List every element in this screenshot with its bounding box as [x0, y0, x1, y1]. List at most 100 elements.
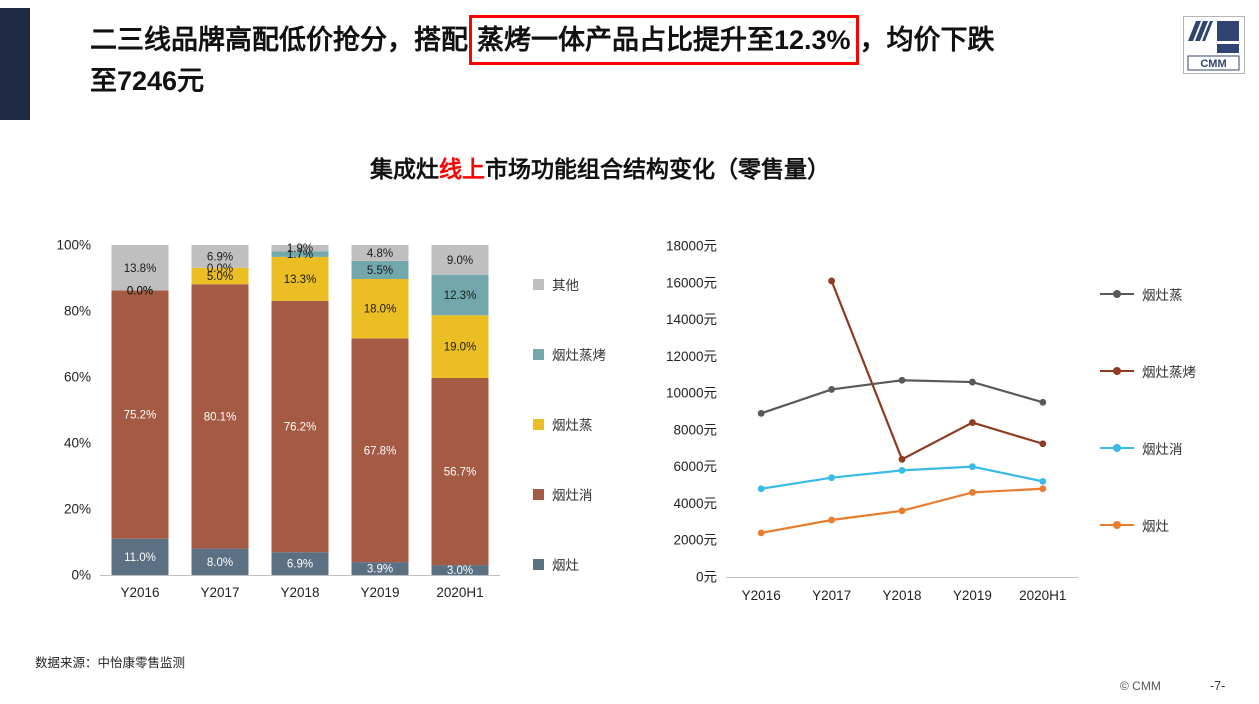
logo-stripe-icon — [1202, 21, 1213, 41]
page-number: -7- — [1210, 679, 1226, 693]
line-legend-item: 烟灶消 — [1100, 438, 1196, 458]
svg-text:13.3%: 13.3% — [284, 274, 317, 286]
svg-text:6.9%: 6.9% — [287, 559, 313, 571]
svg-text:18.0%: 18.0% — [364, 304, 397, 316]
svg-text:1.9%: 1.9% — [287, 243, 313, 255]
svg-text:9.0%: 9.0% — [447, 255, 473, 267]
title-text-2: ，均价下跌 — [859, 25, 995, 55]
svg-text:60%: 60% — [64, 370, 91, 385]
legend-label: 烟灶蒸烤 — [1142, 365, 1196, 380]
svg-text:Y2019: Y2019 — [360, 585, 399, 600]
svg-text:Y2018: Y2018 — [280, 585, 319, 600]
chart-title-part1: 集成灶 — [370, 156, 439, 182]
legend-color-swatch — [533, 348, 544, 360]
legend-line-sample — [1100, 289, 1134, 299]
logo-stripe-icon — [1188, 21, 1201, 41]
svg-text:56.7%: 56.7% — [444, 467, 477, 479]
svg-text:Y2019: Y2019 — [953, 588, 992, 603]
svg-text:0%: 0% — [71, 568, 91, 583]
svg-text:0.0%: 0.0% — [127, 286, 153, 298]
svg-text:100%: 100% — [56, 238, 91, 253]
legend-label: 烟灶 — [552, 558, 579, 573]
legend-line-sample — [1100, 520, 1134, 530]
bar-legend-item: 烟灶 — [533, 554, 606, 574]
svg-text:2020H1: 2020H1 — [1019, 588, 1066, 603]
legend-label: 烟灶蒸烤 — [552, 348, 606, 363]
average-price-line-chart: 0元 2000元 4000元 6000元 8000元 10000元 12000元 14000元… — [666, 239, 1078, 603]
svg-text:6.9%: 6.9% — [207, 251, 233, 263]
bar-legend-item: 烟灶蒸 — [533, 414, 606, 434]
svg-text:11.0%: 11.0% — [124, 552, 156, 564]
svg-text:2020H1: 2020H1 — [436, 585, 483, 600]
bar-chart-legend: 其他烟灶蒸烤烟灶蒸烟灶消烟灶 — [533, 274, 606, 574]
svg-text:19.0%: 19.0% — [444, 342, 477, 354]
legend-line-sample — [1100, 366, 1134, 376]
bar-legend-item: 烟灶蒸烤 — [533, 344, 606, 364]
svg-text:4.8%: 4.8% — [367, 248, 393, 260]
line-chart-legend: 烟灶蒸烟灶蒸烤烟灶消烟灶 — [1100, 284, 1196, 535]
legend-color-swatch — [533, 488, 544, 500]
svg-text:0.0%: 0.0% — [127, 286, 153, 298]
svg-text:40%: 40% — [64, 436, 91, 451]
svg-text:Y2017: Y2017 — [812, 588, 851, 603]
legend-color-swatch — [533, 558, 544, 570]
svg-text:0元: 0元 — [696, 570, 717, 585]
svg-text:10000元: 10000元 — [666, 386, 717, 401]
legend-color-swatch — [533, 418, 544, 430]
chart-title-highlight: 线上 — [439, 156, 485, 182]
svg-text:18000元: 18000元 — [666, 239, 717, 254]
svg-text:14000元: 14000元 — [666, 312, 717, 327]
cmm-logo: CMM — [1183, 16, 1245, 74]
svg-text:6000元: 6000元 — [673, 459, 717, 474]
bar-legend-item: 其他 — [533, 274, 606, 294]
svg-text:16000元: 16000元 — [666, 275, 717, 290]
svg-text:5.0%: 5.0% — [207, 271, 233, 283]
svg-text:8000元: 8000元 — [673, 422, 717, 437]
logo-text: CMM — [1200, 58, 1226, 70]
svg-text:2000元: 2000元 — [673, 533, 717, 548]
svg-text:8.0%: 8.0% — [207, 557, 233, 569]
line-legend-item: 烟灶蒸 — [1100, 284, 1196, 304]
accent-bar — [0, 8, 30, 120]
svg-text:Y2016: Y2016 — [120, 585, 159, 600]
svg-text:80%: 80% — [64, 304, 91, 319]
svg-text:1.7%: 1.7% — [287, 249, 313, 261]
svg-text:Y2018: Y2018 — [882, 588, 921, 603]
svg-text:20%: 20% — [64, 502, 91, 517]
legend-label: 烟灶蒸 — [1142, 288, 1183, 303]
chart-title-part2: 市场功能组合结构变化（零售量） — [485, 156, 830, 182]
svg-text:3.0%: 3.0% — [447, 565, 473, 577]
svg-text:Y2016: Y2016 — [742, 588, 781, 603]
functional-mix-stacked-bar-chart: 0% 20% 40% 60% 80% 100% Y2016 11.0% 75.2% 0.0% 0.0… — [56, 238, 500, 600]
svg-text:80.1%: 80.1% — [204, 411, 237, 423]
copyright: © CMM — [1120, 679, 1161, 693]
legend-color-swatch — [533, 278, 544, 290]
title-highlight-box: 蒸烤一体产品占比提升至12.3% — [469, 15, 859, 66]
svg-text:5.5%: 5.5% — [367, 265, 393, 277]
bar-legend-item: 烟灶消 — [533, 484, 606, 504]
legend-label: 烟灶消 — [552, 488, 593, 503]
slide-title: 二三线品牌高配低价抢分，搭配 蒸烤一体产品占比提升至12.3% ，均价下跌至7246… — [90, 15, 1175, 101]
title-line2: 至7246元 — [90, 65, 205, 96]
line-legend-item: 烟灶 — [1100, 515, 1196, 535]
logo-square-icon — [1217, 44, 1239, 53]
legend-label: 烟灶消 — [1142, 442, 1183, 457]
legend-line-sample — [1100, 443, 1134, 453]
chart-title: 集成灶线上市场功能组合结构变化（零售量） — [300, 150, 900, 184]
legend-label: 烟灶 — [1142, 519, 1169, 534]
data-source: 数据来源：中怡康零售监测 — [35, 656, 186, 670]
svg-text:0.0%: 0.0% — [207, 263, 233, 275]
title-text-1: 二三线品牌高配低价抢分，搭配 — [90, 25, 468, 55]
svg-text:12000元: 12000元 — [666, 349, 717, 364]
svg-text:12.3%: 12.3% — [444, 290, 477, 302]
svg-text:76.2%: 76.2% — [284, 422, 317, 434]
logo-stripe-icon — [1195, 21, 1208, 41]
svg-text:Y2017: Y2017 — [200, 585, 239, 600]
svg-text:75.2%: 75.2% — [124, 410, 157, 422]
legend-label: 其他 — [552, 278, 579, 293]
line-legend-item: 烟灶蒸烤 — [1100, 361, 1196, 381]
legend-label: 烟灶蒸 — [552, 418, 593, 433]
svg-text:13.8%: 13.8% — [124, 263, 157, 275]
svg-text:3.9%: 3.9% — [367, 564, 393, 576]
